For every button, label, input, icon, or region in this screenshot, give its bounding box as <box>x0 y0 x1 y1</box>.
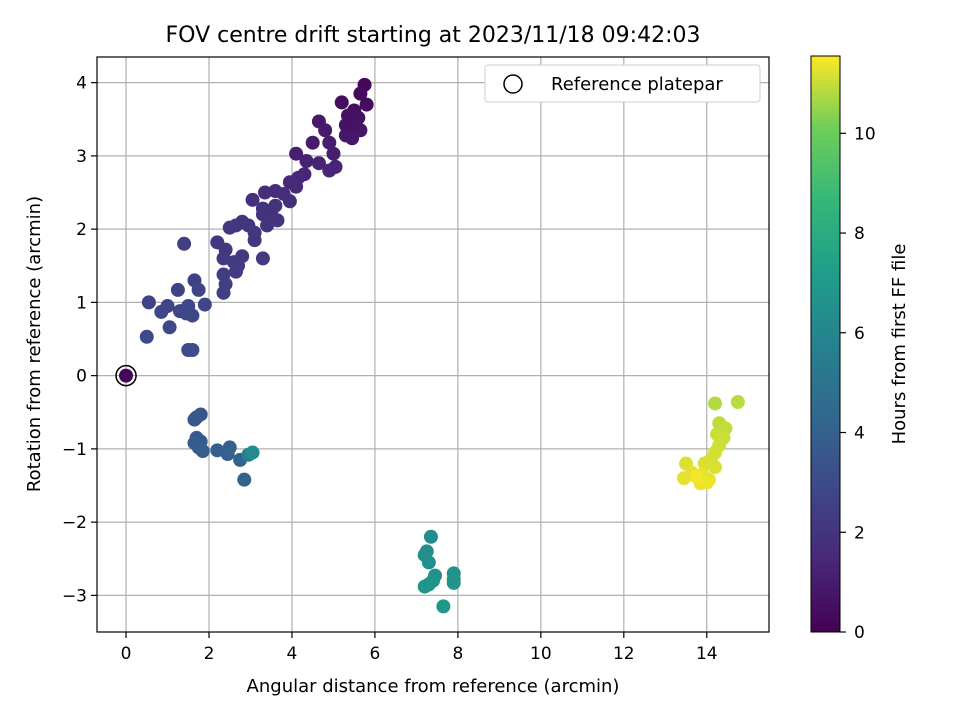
data-point <box>353 86 368 101</box>
data-point <box>446 575 461 590</box>
data-point <box>154 304 169 319</box>
data-point <box>322 135 337 150</box>
data-point <box>299 154 314 169</box>
data-point <box>436 599 451 614</box>
data-point <box>417 579 432 594</box>
reference-point <box>115 364 137 387</box>
colorbar-tick-label: 8 <box>854 224 865 244</box>
colorbar-tick-label: 10 <box>854 124 876 144</box>
y-tick-label: −3 <box>62 586 87 606</box>
y-tick-label: −2 <box>62 513 87 533</box>
y-tick-label: 3 <box>76 147 87 167</box>
data-point <box>699 475 714 490</box>
colorbar: 0 2 4 6 8 10 Hours from first FF file <box>810 55 910 643</box>
data-point <box>185 342 200 357</box>
data-point <box>326 146 341 161</box>
data-point <box>170 282 185 297</box>
data-point <box>289 146 304 161</box>
data-point <box>260 218 275 233</box>
colorbar-tick-label: 2 <box>854 523 865 543</box>
data-point <box>237 472 252 487</box>
data-point <box>247 233 262 248</box>
colorbar-tick-label: 6 <box>854 324 865 344</box>
y-tick-label: 1 <box>76 293 87 313</box>
data-point <box>191 282 206 297</box>
data-point <box>220 447 235 462</box>
y-tick-label: −1 <box>62 440 87 460</box>
reference-marker <box>115 364 137 387</box>
colorbar-gradient <box>810 55 841 633</box>
data-point <box>185 308 200 323</box>
legend: Reference platepar <box>484 64 761 103</box>
data-point <box>197 297 212 312</box>
x-tick-label: 4 <box>287 644 298 664</box>
data-point <box>139 329 154 344</box>
data-point <box>245 192 260 207</box>
x-tick-label: 14 <box>696 644 718 664</box>
chart-title: FOV centre drift starting at 2023/11/18 … <box>166 23 701 48</box>
data-point <box>119 368 134 383</box>
data-point <box>708 396 723 411</box>
data-point <box>359 97 374 112</box>
data-point <box>228 264 243 279</box>
data-point <box>258 185 272 200</box>
colorbar-label: Hours from first FF file <box>889 244 910 445</box>
legend-label: Reference platepar <box>551 74 723 95</box>
data-point <box>421 555 436 570</box>
colorbar-tick-label: 4 <box>854 424 865 444</box>
y-axis-label: Rotation from reference (arcmin) <box>24 196 45 492</box>
data-point <box>311 156 326 171</box>
data-point <box>195 444 210 459</box>
data-point <box>708 460 723 475</box>
data-point <box>423 529 438 544</box>
data-point <box>177 236 192 251</box>
data-point <box>216 285 231 300</box>
legend-marker-icon <box>503 74 523 94</box>
x-tick-label: 0 <box>121 644 132 664</box>
y-tick-label: 4 <box>76 74 87 94</box>
colorbar-ticks: 0 2 4 6 8 10 <box>840 124 876 643</box>
data-point <box>676 471 691 486</box>
data-point <box>222 220 237 235</box>
data-point <box>334 95 349 110</box>
x-tick-label: 12 <box>613 644 635 664</box>
y-tick-label: 0 <box>76 367 87 387</box>
data-point <box>255 251 270 266</box>
x-tick-label: 6 <box>370 644 381 664</box>
x-tick-label: 2 <box>204 644 215 664</box>
data-point <box>689 469 704 484</box>
data-point <box>322 163 337 178</box>
data-point <box>305 135 320 150</box>
plot-frame <box>96 56 770 633</box>
data-points <box>119 77 745 614</box>
data-point <box>730 395 745 409</box>
data-point <box>338 118 353 133</box>
data-point <box>289 179 304 194</box>
x-axis-ticks: 0 2 4 6 8 10 12 14 <box>121 632 718 664</box>
data-point <box>245 445 260 460</box>
y-tick-label: 2 <box>76 220 87 240</box>
data-point <box>270 213 285 228</box>
data-point <box>141 295 156 310</box>
colorbar-tick-label: 0 <box>854 623 865 643</box>
data-point <box>318 123 333 138</box>
data-point <box>345 131 360 146</box>
x-tick-label: 10 <box>530 644 552 664</box>
legend-box <box>484 64 761 103</box>
x-tick-label: 8 <box>452 644 463 664</box>
data-point <box>282 194 297 209</box>
data-point <box>162 320 177 335</box>
y-axis-ticks: −3 −2 −1 0 1 2 3 4 <box>62 74 97 606</box>
data-point <box>255 207 270 222</box>
x-axis-label: Angular distance from reference (arcmin) <box>247 676 620 697</box>
data-point <box>187 412 202 427</box>
